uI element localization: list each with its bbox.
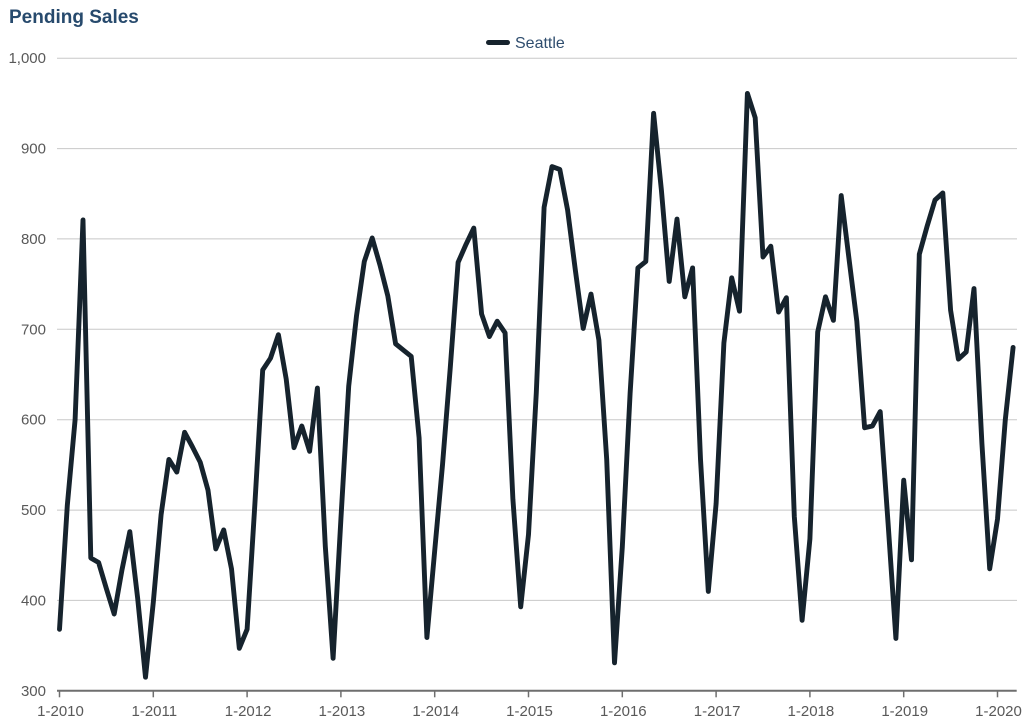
svg-text:1-2018: 1-2018	[788, 703, 835, 720]
svg-text:300: 300	[21, 683, 46, 700]
svg-text:1-2019: 1-2019	[881, 703, 928, 720]
svg-text:1-2012: 1-2012	[225, 703, 272, 720]
svg-text:500: 500	[21, 502, 46, 519]
svg-text:1-2016: 1-2016	[600, 703, 647, 720]
svg-text:Pending Sales: Pending Sales	[9, 7, 139, 28]
svg-text:1-2010: 1-2010	[37, 703, 84, 720]
svg-text:600: 600	[21, 412, 46, 429]
svg-text:1-2014: 1-2014	[412, 703, 459, 720]
svg-text:1-2013: 1-2013	[319, 703, 366, 720]
svg-text:900: 900	[21, 141, 46, 158]
svg-text:1-2020: 1-2020	[975, 703, 1022, 720]
svg-text:Seattle: Seattle	[515, 35, 565, 52]
svg-text:800: 800	[21, 231, 46, 248]
svg-text:1-2015: 1-2015	[506, 703, 553, 720]
svg-text:1,000: 1,000	[8, 50, 46, 67]
svg-text:1-2017: 1-2017	[694, 703, 741, 720]
svg-text:1-2011: 1-2011	[132, 703, 178, 720]
svg-text:700: 700	[21, 321, 46, 338]
svg-text:400: 400	[21, 592, 46, 609]
